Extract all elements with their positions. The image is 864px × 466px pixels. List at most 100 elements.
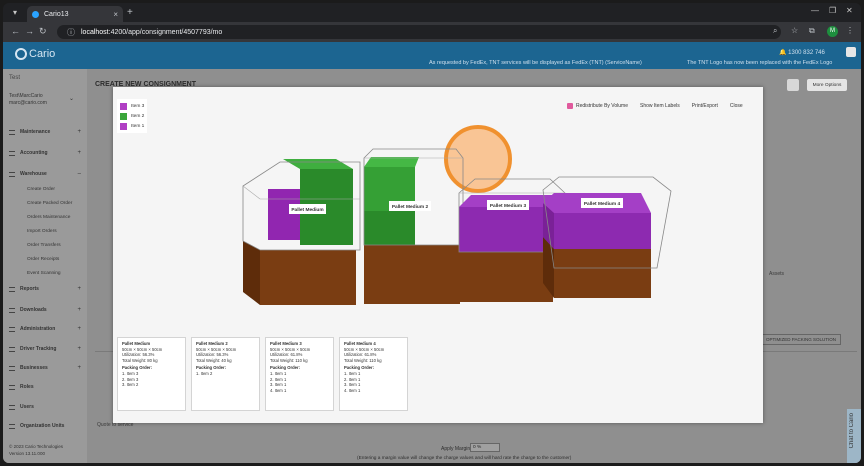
pallet-card: Pallet Medium 2 50cm × 50cm × 50cm Utili… [191, 337, 260, 411]
header-tools: 🔔 1300 832 746 [779, 49, 825, 56]
card-weight: Total Weight: 110 kg [270, 357, 308, 363]
packing-order-label: Packing Order: [122, 365, 153, 371]
legend-label: Item 1 [131, 123, 145, 129]
packing-order-label: Packing Order: [196, 365, 227, 371]
item-box [300, 169, 353, 245]
favicon-icon [32, 10, 39, 18]
settings-button[interactable] [787, 79, 799, 91]
sidebar-item-users[interactable]: Users [9, 402, 81, 412]
redistribute-checkbox[interactable] [567, 103, 573, 109]
card-weight: Total Weight: 80 kg [122, 357, 158, 363]
card-utilization: Utilization: 56.3% [196, 352, 229, 358]
legend-item: Item 1 [120, 121, 144, 131]
show-item-labels-button[interactable]: Show Item Labels [639, 103, 680, 109]
tag-icon [9, 384, 15, 390]
pallet-label-bg [487, 200, 529, 210]
org-units-icon [9, 423, 15, 429]
browser-menu-icon[interactable]: ⋮ [846, 26, 854, 35]
orange-marker [444, 125, 512, 193]
chat-to-cario-tab[interactable]: Chat to Cario [847, 409, 861, 463]
help-chat-button[interactable] [846, 47, 856, 57]
close-tab-icon[interactable]: × [113, 9, 118, 19]
pallet-label-1: Pallet Medium [291, 207, 323, 213]
pallet-base-side [543, 237, 554, 298]
apply-margin-input[interactable]: 0 % [470, 443, 500, 452]
chevron-down-icon[interactable]: ⌄ [69, 96, 75, 102]
card-utilization: Utilization: 61.8% [270, 352, 303, 358]
sidebar-sub-order-receipts[interactable]: Order Receipts [27, 257, 60, 262]
packing-order-entry: 3. Item 1 [344, 382, 361, 388]
bookmark-star-icon[interactable]: ☆ [791, 26, 799, 35]
sidebar-item-accounting[interactable]: Accounting + [9, 148, 81, 158]
zoom-icon[interactable]: ⌕ [773, 26, 778, 35]
cario-logo[interactable]: Cario [15, 48, 55, 60]
margin-note: (Entering a margin value will change the… [357, 456, 572, 461]
browser-window: ▾ Cario13 × + — ❐ ✕ ← → ↻ ⓘ localhost:42… [3, 3, 861, 463]
sidebar-sub-create-order[interactable]: Create Order [27, 187, 55, 192]
sidebar-item-warehouse[interactable]: Warehouse – [9, 169, 81, 179]
packing-order-entry: 2. Item 1 [344, 376, 361, 382]
item-box-top [283, 159, 353, 169]
back-icon[interactable]: ← [11, 26, 20, 36]
pallet-card: Pallet Medium 4 50cm × 50cm × 50cm Utili… [339, 337, 408, 411]
maximize-icon[interactable]: ❐ [829, 6, 837, 15]
page-title: CREATE NEW CONSIGNMENT [95, 81, 196, 88]
menu-icon [9, 346, 15, 352]
close-button[interactable]: Close [729, 103, 743, 109]
new-tab-icon[interactable]: + [127, 7, 133, 18]
item-legend: Item 3 Item 2 Item 1 [117, 99, 148, 133]
sidebar-sub-import-orders[interactable]: Import Orders [27, 229, 57, 234]
packing-visualizer-modal: Pallet Medium Pallet Medium 2 Pallet Med… [113, 87, 763, 423]
sidebar-sub-order-transfers[interactable]: Order Transfers [27, 243, 61, 248]
legend-label: Item 2 [131, 113, 145, 119]
sidebar-item-administration[interactable]: Administration + [9, 324, 81, 334]
sidebar-item-organization-units[interactable]: Organization Units [9, 421, 81, 431]
packing-order-entry: 2. Item 1 [270, 376, 287, 382]
tab-search-icon[interactable]: ▾ [12, 8, 17, 17]
sidebar-item-driver-tracking[interactable]: Driver Tracking + [9, 344, 81, 354]
card-dimensions: 50cm × 50cm × 50cm [196, 346, 237, 352]
margin-value: 0 [473, 445, 476, 450]
packing-order-entry: 4. Item 1 [344, 387, 361, 393]
tab-strip: ▾ Cario13 × + — ❐ ✕ [3, 3, 861, 22]
item-box [554, 213, 651, 249]
sidebar-sub-orders-maintenance[interactable]: Orders Maintenance [27, 215, 71, 220]
packing-order-entry: 1. Item 2 [196, 370, 213, 376]
menu-icon [9, 129, 15, 135]
pallet-label-3: Pallet Medium 3 [490, 203, 527, 209]
sidebar-sub-create-packed-order[interactable]: Create Packed Order [27, 201, 73, 206]
extensions-icon[interactable]: ⧉ [809, 26, 815, 35]
item-box-top [364, 157, 419, 167]
minimize-icon[interactable]: — [811, 6, 819, 15]
print-export-button[interactable]: Print/Export [691, 103, 718, 109]
sidebar-item-downloads[interactable]: Downloads + [9, 305, 81, 315]
forward-icon[interactable]: → [25, 26, 34, 36]
bell-icon[interactable]: 🔔 [779, 50, 787, 56]
legend-item: Item 3 [120, 101, 144, 111]
reload-icon[interactable]: ↻ [39, 26, 47, 36]
sidebar-item-maintenance[interactable]: Maintenance + [9, 127, 81, 137]
address-bar[interactable]: ⓘ localhost:4200/app/consignment/4507793… [57, 25, 781, 39]
pallet-labels: Pallet Medium Pallet Medium 2 Pallet Med… [289, 198, 623, 214]
users-icon [9, 404, 15, 410]
browser-tab[interactable]: Cario13 × [27, 6, 123, 22]
user-email: marc@cario.com [9, 100, 47, 106]
pallet-base [364, 245, 460, 304]
item-box [364, 211, 415, 245]
user-info[interactable]: Test\MarcCario marc@cario.com [9, 93, 47, 107]
packing-order-entry: 1. Item 1 [344, 370, 361, 376]
redistribute-label[interactable]: Redistribute By Volume [576, 103, 628, 109]
profile-avatar[interactable]: M [827, 26, 838, 37]
optimized-packing-button[interactable]: OPTIMIZED PACKING SOLUTION [761, 334, 841, 345]
sidebar-sub-event-scanning[interactable]: Event Scanning [27, 271, 61, 276]
sidebar-item-reports[interactable]: Reports + [9, 284, 81, 294]
pallet-3d-scene[interactable]: Pallet Medium Pallet Medium 2 Pallet Med… [113, 87, 763, 337]
card-title: Pallet Medium 3 [270, 341, 302, 346]
packing-order-entry: 3. Item 1 [270, 382, 287, 388]
sidebar-item-businesses[interactable]: Businesses + [9, 363, 81, 373]
modal-controls: Redistribute By Volume Show Item Labels … [567, 103, 755, 109]
window-close-icon[interactable]: ✕ [846, 6, 853, 15]
more-options-button[interactable]: More Options [807, 79, 847, 91]
site-info-icon[interactable]: ⓘ [67, 27, 75, 37]
sidebar-item-roles[interactable]: Roles [9, 382, 81, 392]
